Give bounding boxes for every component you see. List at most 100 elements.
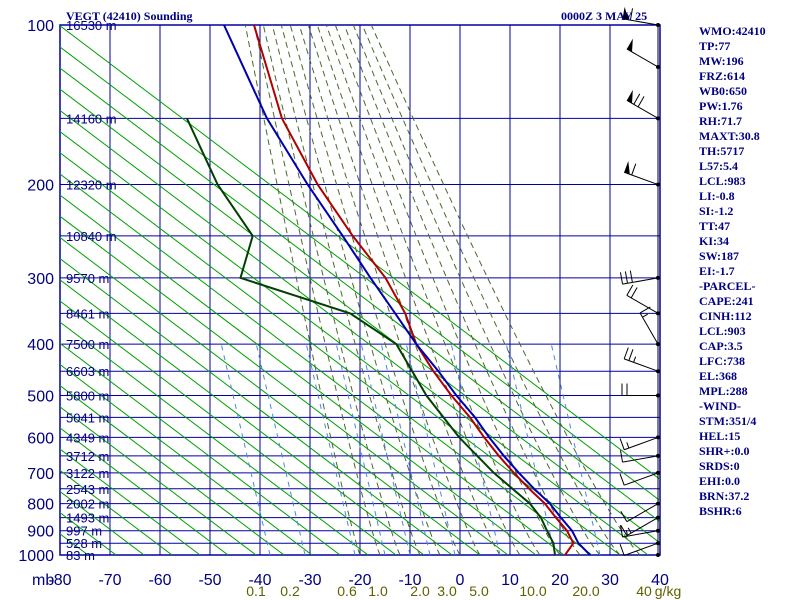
- mixing-ratio-line: [305, 343, 356, 555]
- moist-adiabat-line: [253, 25, 381, 555]
- temperature-tick-label: 30: [601, 572, 619, 589]
- dry-adiabat-line: [60, 363, 313, 555]
- wind-barb-full: [619, 525, 624, 538]
- temperature-tick-label: -40: [248, 572, 271, 589]
- dry-adiabat-line: [60, 385, 285, 555]
- stat-item: MPL:288: [699, 384, 748, 398]
- stat-item: -PARCEL-: [699, 279, 756, 293]
- wind-barb-full: [624, 271, 628, 284]
- wind-barb-flag: [626, 38, 633, 52]
- wind-barb: [626, 89, 660, 121]
- sounding-time: 0000Z 3 MAY 25: [561, 9, 648, 23]
- wind-barb-half: [627, 527, 632, 534]
- dry-adiabat-line: [60, 342, 341, 555]
- mixing-ratio-label: 40: [636, 583, 652, 599]
- wind-barb-shaft: [622, 530, 659, 538]
- stat-item: LI:-0.8: [699, 189, 735, 203]
- temperature-tick-label: 40: [651, 572, 669, 589]
- moist-adiabat-line: [280, 25, 441, 555]
- temperature-tick-label: 0: [456, 572, 465, 589]
- stat-item: WMO:42410: [699, 24, 766, 38]
- wind-barb-full: [619, 438, 625, 450]
- dry-adiabat-line: [60, 321, 369, 555]
- moist-adiabat-line: [289, 25, 461, 555]
- stat-item: FRZ:614: [699, 69, 745, 83]
- parcel-line: [223, 25, 591, 555]
- mixing-ratio-label: 10.0: [519, 583, 546, 599]
- stat-item: BSHR:6: [699, 504, 742, 518]
- wind-barb-half: [633, 356, 637, 363]
- x-unit-label: mb: [32, 572, 54, 589]
- pressure-tick-label: 700: [27, 466, 54, 483]
- height-label: 3122 m: [66, 466, 109, 481]
- wind-barb-shaft: [626, 503, 659, 523]
- moist-adiabat-line: [271, 25, 421, 555]
- wind-barb-shaft: [626, 517, 659, 537]
- wind-barb-half: [626, 442, 630, 449]
- height-label: 10840 m: [66, 229, 117, 244]
- wind-barb-full: [620, 524, 628, 536]
- dry-adiabat-line: [60, 215, 509, 555]
- wind-barb: [620, 515, 660, 537]
- wind-barb-full: [629, 270, 633, 283]
- stat-item: L57:5.4: [699, 159, 738, 173]
- height-label: 83 m: [66, 548, 95, 563]
- dry-adiabat-line: [60, 300, 397, 555]
- wind-barb: [656, 553, 660, 557]
- temperature-tick-label: -70: [98, 572, 121, 589]
- height-label: 3712 m: [66, 449, 109, 464]
- stat-item: LCL:903: [699, 324, 746, 338]
- height-label: 2002 m: [66, 497, 109, 512]
- wind-barb: [619, 541, 660, 556]
- stat-item: EL:368: [699, 369, 738, 383]
- pressure-tick-label: 400: [27, 337, 54, 354]
- height-label: 5041 m: [66, 410, 109, 425]
- wind-barb-shaft: [624, 472, 659, 486]
- wind-barb-full: [623, 347, 629, 360]
- stat-item: LFC:738: [699, 354, 745, 368]
- wind-barb: [619, 435, 660, 451]
- pressure-tick-label: 100: [27, 18, 54, 35]
- moist-adiabat-line: [361, 25, 621, 555]
- wind-barb-dot: [656, 553, 660, 557]
- dry-adiabat-line: [60, 88, 660, 544]
- wind-barb: [624, 160, 660, 187]
- temperature-tick-label: -80: [48, 572, 71, 589]
- temperature-tick-label: 20: [551, 572, 569, 589]
- stat-item: SI:-1.2: [699, 204, 734, 218]
- dry-adiabat-line: [60, 173, 565, 555]
- height-label: 9570 m: [66, 271, 109, 286]
- wind-barb-full: [626, 284, 634, 296]
- stat-item: KI:34: [699, 234, 729, 248]
- stat-item: PW:1.76: [699, 99, 743, 113]
- wind-barbs: [619, 6, 660, 557]
- mixing-ratio-label: 0.1: [246, 583, 266, 599]
- mixing-ratio-label: 1.0: [368, 583, 388, 599]
- mixing-ratio-line: [450, 343, 501, 555]
- stat-item: EHI:0.0: [699, 474, 741, 488]
- temperature-tick-label: -10: [398, 572, 421, 589]
- pressure-tick-label: 900: [27, 524, 54, 541]
- stat-item: MW:196: [699, 54, 744, 68]
- chart-grid: [59, 24, 661, 556]
- mixing-ratio-line: [360, 343, 411, 555]
- wind-barb-full: [620, 510, 628, 522]
- moist-adiabat-line: [244, 25, 361, 555]
- moist-adiabat-line: [262, 25, 401, 555]
- pressure-tick-label: 600: [27, 430, 54, 447]
- wind-barb-full: [631, 163, 637, 176]
- stat-item: TH:5717: [699, 144, 745, 158]
- wind-barb: [620, 501, 660, 523]
- height-label: 5800 m: [66, 388, 109, 403]
- moist-adiabat-line: [316, 25, 521, 555]
- stat-item: RH:71.7: [699, 114, 742, 128]
- dry-adiabat-line: [0, 26, 4, 555]
- moist-adiabat-line: [298, 25, 481, 555]
- wind-barb-full: [619, 544, 625, 556]
- dry-adiabat-line: [60, 131, 621, 555]
- adiabat-lines: [0, 25, 660, 555]
- mixing-ratio-line: [255, 343, 306, 555]
- wind-barb-full: [633, 93, 641, 105]
